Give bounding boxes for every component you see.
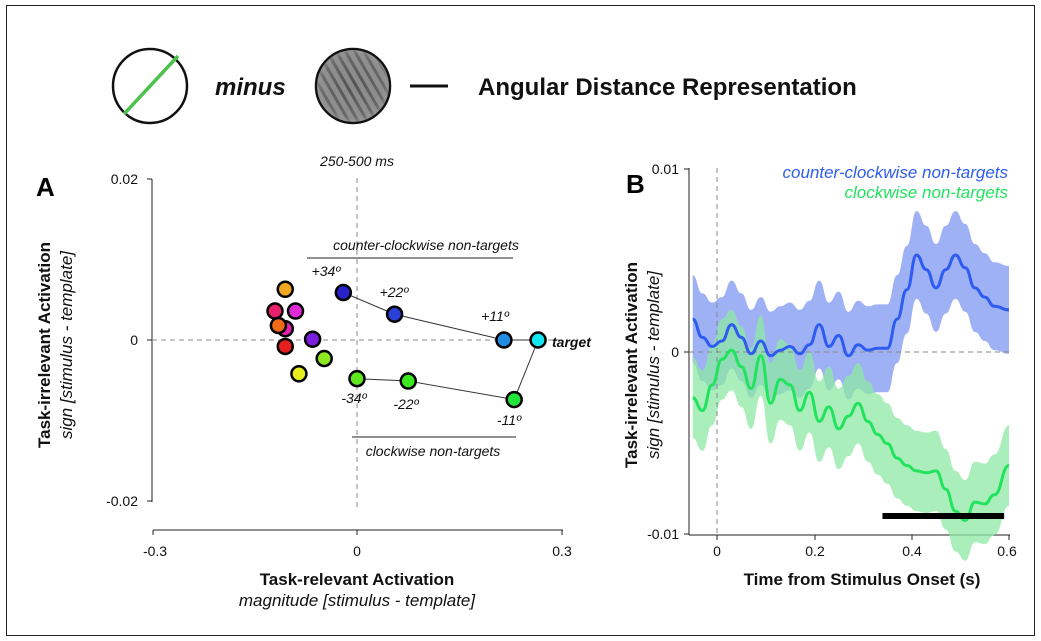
x-tick-label: 0.3 xyxy=(552,543,572,559)
x-ticks-a: -0.3 0 0.3 xyxy=(143,530,572,559)
y-axis-subtitle-b: sign [stimulus - template] xyxy=(644,270,663,459)
result-label: Angular Distance Representation xyxy=(478,74,857,101)
connector-lines xyxy=(343,292,539,401)
ccw-group-label: counter-clockwise non-targets xyxy=(333,237,519,253)
angle-label: +11º xyxy=(481,308,510,324)
x-tick-label: 0 xyxy=(713,543,721,559)
y-ticks-b: 0.01 0 -0.01 xyxy=(647,161,689,542)
angle-label: +34º xyxy=(312,263,342,279)
angle-label: -11º xyxy=(497,412,522,428)
y-tick-label: -0.01 xyxy=(647,526,679,542)
target-label: target xyxy=(552,334,592,350)
angle-label: -34º xyxy=(341,390,367,406)
stimulus-line xyxy=(122,54,180,116)
scatter-points xyxy=(266,280,547,409)
panel-a: A 250-500 ms 0.02 0 -0.02 -0.3 0 0.3 Tas… xyxy=(35,153,592,610)
panel-b-letter: B xyxy=(626,169,645,199)
scatter-point xyxy=(269,316,288,335)
x-tick-label: -0.3 xyxy=(143,543,167,559)
scatter-point xyxy=(290,365,308,383)
scatter-point xyxy=(276,337,294,356)
minus-label: minus xyxy=(215,74,286,101)
x-ticks-b: 0 0.2 0.4 0.6 xyxy=(713,535,1017,559)
y-tick-label: 0.01 xyxy=(652,161,679,177)
scatter-point xyxy=(495,331,513,349)
scatter-point xyxy=(385,305,404,323)
scatter-point xyxy=(399,372,417,390)
header: minus Angular Distance Representation xyxy=(111,47,857,125)
x-tick-label: 0.4 xyxy=(902,543,922,559)
y-axis-title-b: Task-irrelevant Activation xyxy=(622,262,641,468)
cw-connector xyxy=(356,339,539,401)
y-ticks-a: 0.02 0 -0.02 xyxy=(106,171,152,509)
y-axis-subtitle-a: sign [stimulus - template] xyxy=(57,250,76,439)
scatter-point xyxy=(286,302,305,320)
x-tick-label: 0 xyxy=(353,543,361,559)
scatter-point xyxy=(505,390,523,409)
x-axis-subtitle-a: magnitude [stimulus - template] xyxy=(239,591,476,610)
grating-vignette xyxy=(317,50,389,122)
y-tick-label: 0.02 xyxy=(111,171,138,187)
figure-frame xyxy=(6,5,1035,636)
ccw-mean-line xyxy=(692,253,1010,358)
time-window-label: 250-500 ms xyxy=(319,153,394,169)
angle-label: -22º xyxy=(393,396,419,412)
angle-label: +22º xyxy=(380,284,410,300)
ccw-connector xyxy=(343,292,539,341)
x-axis-title-a: Task-relevant Activation xyxy=(260,570,455,589)
cw-group-label: clockwise non-targets xyxy=(366,443,501,459)
y-tick-label: 0 xyxy=(130,332,138,348)
scatter-point xyxy=(348,369,366,388)
y-tick-label: 0 xyxy=(671,344,679,360)
legend-cw: clockwise non-targets xyxy=(845,183,1009,202)
cw-mean-line xyxy=(692,348,1010,522)
scatter-point xyxy=(303,330,322,348)
legend-ccw: counter-clockwise non-targets xyxy=(782,163,1008,182)
scatter-point xyxy=(276,280,294,299)
x-axis-title-b: Time from Stimulus Onset (s) xyxy=(744,570,981,589)
panel-b: B 0.01 0 -0.01 0 0.2 0.4 0.6 Task-irrele… xyxy=(622,161,1017,589)
scatter-point xyxy=(315,349,333,368)
scatter-point xyxy=(529,331,547,349)
x-tick-label: 0.2 xyxy=(805,543,825,559)
y-tick-label: -0.02 xyxy=(106,493,138,509)
series-lines xyxy=(692,253,1010,522)
scatter-point xyxy=(266,302,284,320)
x-tick-label: 0.6 xyxy=(997,543,1017,559)
y-axis-title-a: Task-irrelevant Activation xyxy=(35,242,54,448)
panel-a-letter: A xyxy=(36,172,55,202)
cw-error-band xyxy=(692,309,1009,561)
scatter-point xyxy=(334,283,353,302)
